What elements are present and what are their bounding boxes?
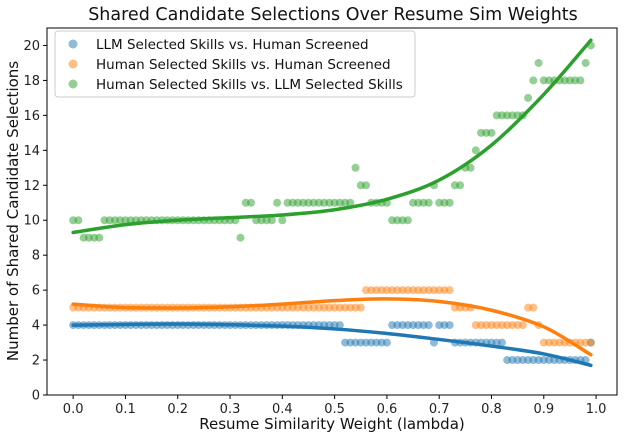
y-tick-label: 8 (32, 249, 40, 264)
x-tick-label: 0.7 (429, 402, 450, 417)
data-point (361, 181, 370, 190)
x-axis: 0.0 0.1 0.2 0.3 0.4 0.5 0.6 0.7 0.8 0.9 1.0 (63, 395, 607, 417)
data-point (576, 76, 585, 85)
legend-marker-1 (68, 39, 78, 49)
legend-label-3: Human Selected Skills vs. LLM Selected S… (96, 77, 403, 93)
data-point (403, 216, 412, 225)
y-axis: 0 2 4 6 8 10 12 14 16 18 20 (23, 39, 47, 404)
data-point (518, 321, 527, 330)
x-tick-label: 0.9 (533, 402, 554, 417)
data-point (445, 198, 454, 207)
x-tick-label: 0.8 (481, 402, 502, 417)
x-tick-label: 0.5 (324, 402, 345, 417)
legend-marker-3 (68, 79, 78, 89)
y-tick-label: 6 (32, 284, 40, 299)
data-point (267, 216, 276, 225)
data-point (456, 181, 465, 190)
data-point (335, 321, 344, 330)
data-point (246, 198, 255, 207)
axes-frame (46, 27, 618, 396)
data-point (351, 163, 360, 172)
data-point (382, 338, 391, 347)
data-point (424, 321, 433, 330)
x-tick-label: 0.6 (377, 402, 398, 417)
data-point (534, 58, 543, 67)
data-point (586, 338, 595, 347)
y-tick-label: 0 (32, 389, 40, 404)
y-axis-label: Number of Shared Candidate Selections (4, 61, 22, 361)
y-tick-label: 18 (23, 74, 40, 89)
legend-label-2: Human Selected Skills vs. Human Screened (96, 57, 391, 73)
x-tick-label: 0.4 (272, 402, 293, 417)
plot-area (69, 38, 595, 368)
data-point (529, 303, 538, 312)
x-tick-label: 0.1 (115, 402, 136, 417)
legend-label-1: LLM Selected Skills vs. Human Screened (96, 37, 369, 53)
data-point (74, 216, 83, 225)
data-point (529, 76, 538, 85)
chart-title: Shared Candidate Selections Over Resume … (88, 5, 578, 25)
series-trend-line-1 (71, 322, 593, 368)
x-tick-label: 0.2 (167, 402, 188, 417)
data-point (278, 216, 287, 225)
data-point (497, 338, 506, 347)
y-tick-label: 14 (23, 144, 40, 159)
series-trend-line-3 (71, 38, 593, 235)
series-trend-line-2 (71, 297, 593, 357)
data-point (236, 233, 245, 242)
y-tick-label: 2 (32, 354, 40, 369)
legend-marker-2 (68, 59, 78, 69)
x-tick-label: 1.0 (586, 402, 607, 417)
y-tick-label: 4 (32, 319, 40, 334)
x-axis-label: Resume Similarity Weight (lambda) (199, 415, 465, 433)
data-point (356, 303, 365, 312)
data-point (471, 146, 480, 155)
data-point (487, 128, 496, 137)
data-point (466, 163, 475, 172)
legend-box (54, 30, 416, 98)
data-point (445, 321, 454, 330)
y-tick-label: 10 (23, 214, 40, 229)
data-point (346, 198, 355, 207)
data-point (273, 198, 282, 207)
y-tick-label: 12 (23, 179, 40, 194)
data-point (524, 93, 533, 102)
legend: LLM Selected Skills vs. Human Screened Hu… (54, 30, 416, 98)
x-tick-label: 0.3 (220, 402, 241, 417)
data-point (581, 58, 590, 67)
y-tick-label: 20 (23, 39, 40, 54)
data-point (95, 233, 104, 242)
x-tick-label: 0.0 (63, 402, 84, 417)
data-point (445, 286, 454, 295)
data-point (424, 198, 433, 207)
y-tick-label: 16 (23, 109, 40, 124)
